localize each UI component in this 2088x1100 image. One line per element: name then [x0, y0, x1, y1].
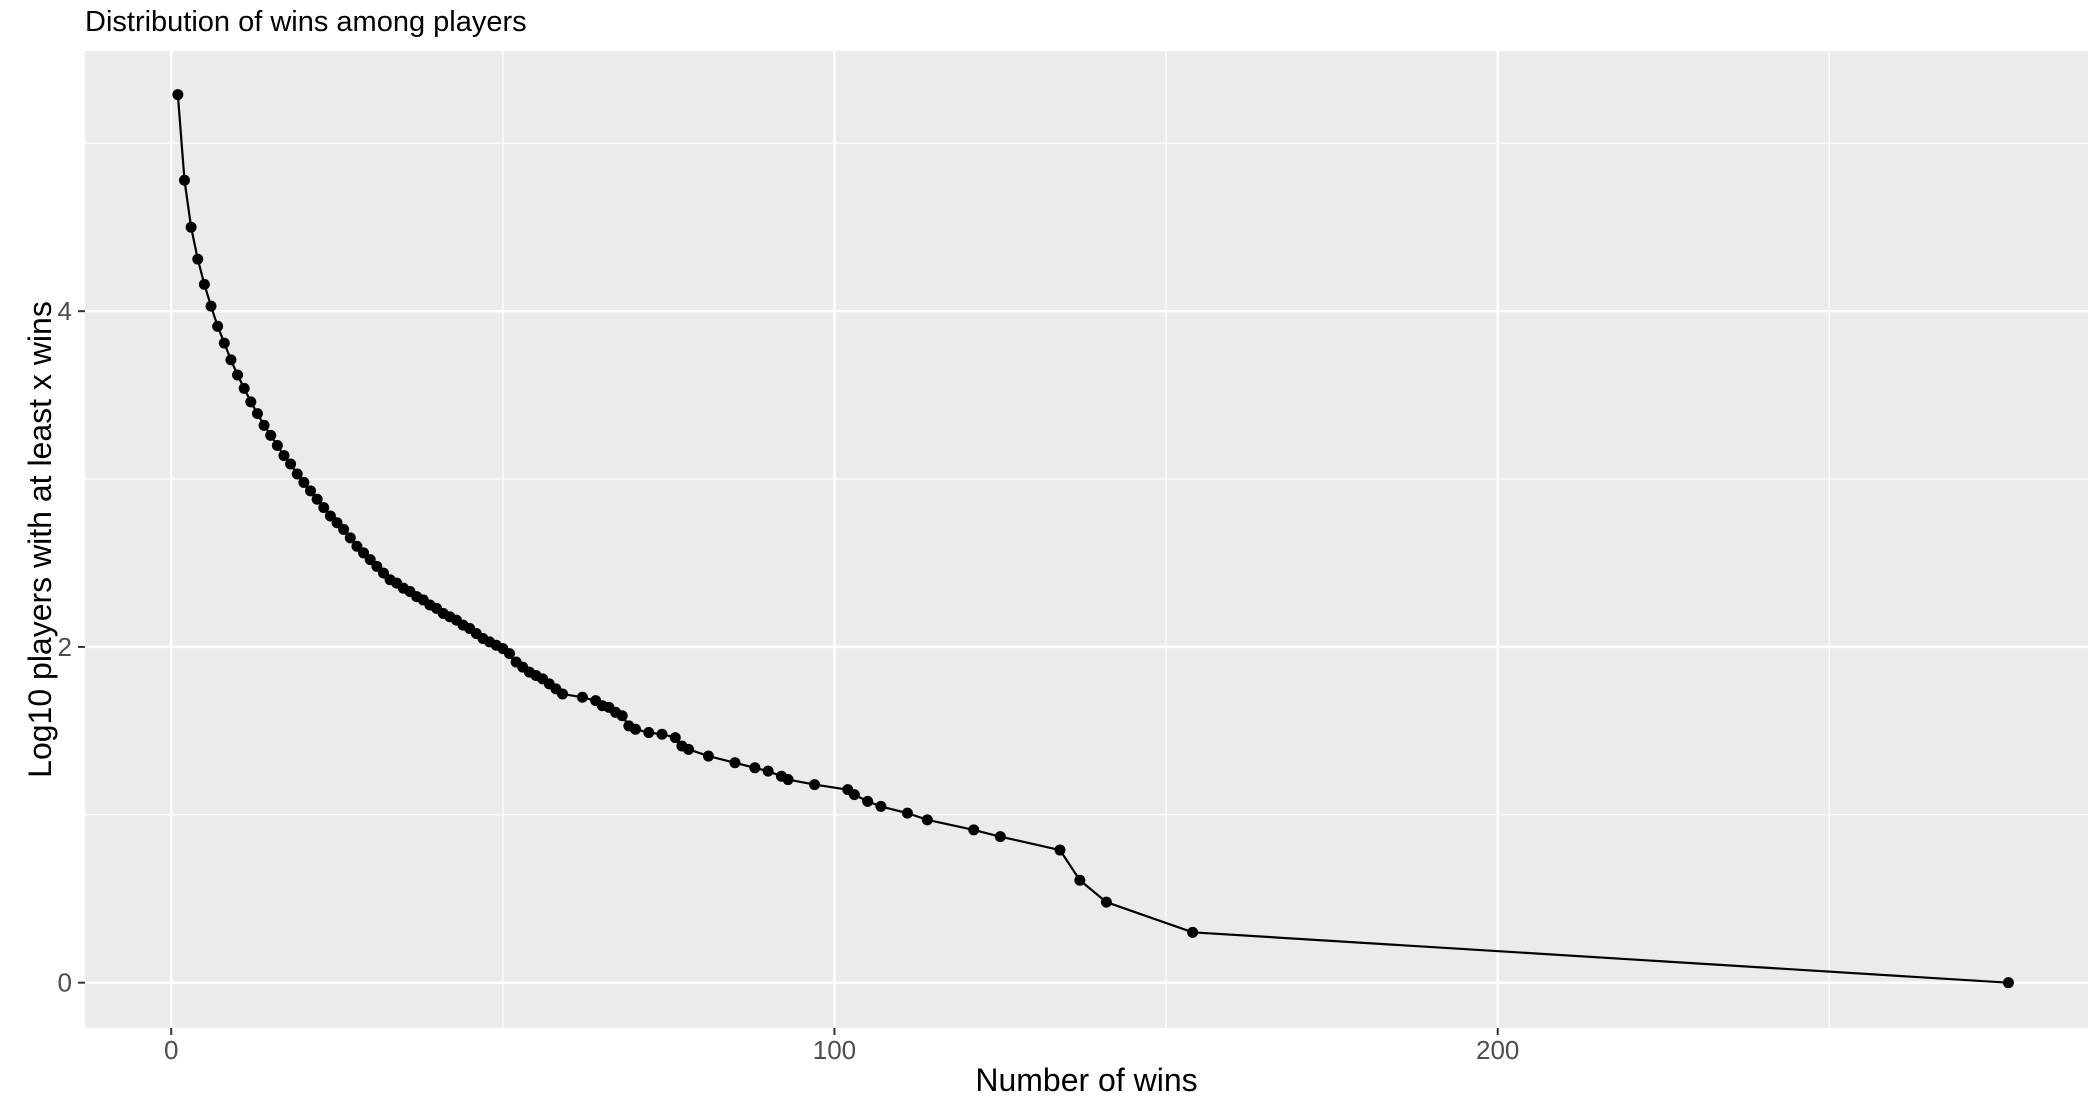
data-point	[503, 648, 515, 660]
x-tick-label: 200	[1476, 1035, 1519, 1065]
data-point	[921, 814, 933, 826]
data-point	[616, 710, 628, 722]
data-point	[291, 468, 303, 480]
data-point	[364, 554, 376, 566]
data-point	[238, 382, 250, 394]
data-point	[371, 560, 383, 572]
data-point	[968, 824, 980, 836]
data-point	[298, 476, 310, 488]
data-point	[265, 429, 277, 441]
data-point	[178, 174, 190, 186]
data-point	[218, 337, 230, 349]
data-point	[271, 439, 283, 451]
data-point	[875, 800, 887, 812]
data-point	[338, 523, 350, 535]
data-point	[285, 458, 297, 470]
data-point	[212, 320, 224, 332]
grid-minor	[85, 51, 2088, 1028]
y-tick-label: 4	[58, 296, 72, 326]
chart-title: Distribution of wins among players	[85, 6, 527, 38]
data-point	[576, 691, 588, 703]
data-point	[185, 221, 197, 233]
y-axis-title: Log10 players with at least x wins	[22, 301, 58, 778]
y-tick-label: 2	[58, 632, 72, 662]
plot-panel	[85, 51, 2088, 1028]
data-point	[198, 278, 210, 290]
x-tick-label: 100	[813, 1035, 856, 1065]
data-point	[344, 532, 356, 544]
data-point	[232, 369, 244, 381]
x-tick-label: 0	[164, 1035, 178, 1065]
data-point	[358, 547, 370, 559]
data-point	[318, 502, 330, 514]
data-point	[245, 396, 257, 408]
data-point	[2002, 977, 2014, 989]
data-point	[749, 762, 761, 774]
data-point	[331, 517, 343, 529]
data-point	[172, 89, 184, 101]
data-point	[683, 743, 695, 755]
data-point	[901, 807, 913, 819]
data-point	[311, 493, 323, 505]
x-axis-title: Number of wins	[975, 1062, 1197, 1098]
data-point	[702, 750, 714, 762]
data-point	[629, 723, 641, 735]
data-point	[809, 779, 821, 791]
grid-major	[85, 51, 2088, 1028]
data-point	[557, 688, 569, 700]
x-axis-ticks: 0 100 200	[164, 1028, 1519, 1065]
data-point	[1074, 874, 1086, 886]
data-point	[258, 419, 270, 431]
series-points	[172, 89, 2014, 989]
data-point	[324, 510, 336, 522]
data-point	[377, 567, 389, 579]
data-point	[848, 789, 860, 801]
y-axis-ticks: 0 2 4	[58, 296, 85, 998]
data-point	[351, 540, 363, 552]
data-point	[762, 765, 774, 777]
data-point	[192, 253, 204, 265]
data-point	[278, 450, 290, 462]
y-tick-label: 0	[58, 968, 72, 998]
data-point	[643, 727, 655, 739]
data-point	[782, 774, 794, 786]
data-point	[669, 732, 681, 744]
data-point	[656, 728, 668, 740]
data-point	[251, 408, 263, 420]
data-point	[729, 757, 741, 769]
data-point	[1100, 896, 1112, 908]
data-point	[1187, 926, 1199, 938]
data-point	[225, 354, 237, 366]
data-point	[305, 485, 317, 497]
data-point	[994, 831, 1006, 843]
data-point	[205, 300, 217, 312]
data-point	[1054, 844, 1066, 856]
data-point	[862, 795, 874, 807]
